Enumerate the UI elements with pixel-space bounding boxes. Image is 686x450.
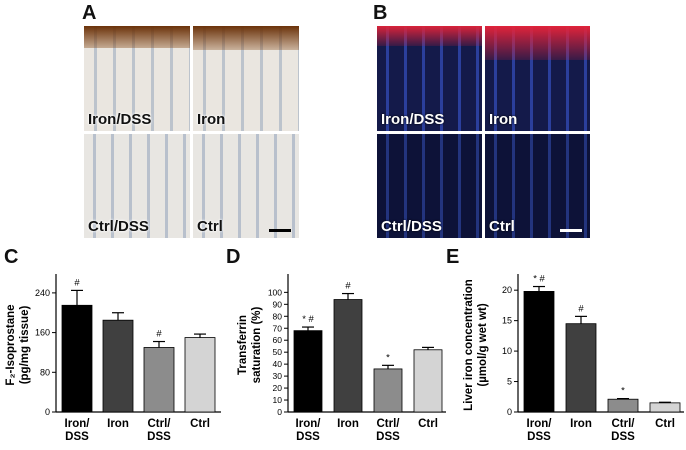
category-label: Ctrl [418, 418, 438, 430]
bar [184, 337, 216, 413]
y-tick-label: 90 [273, 299, 283, 309]
y-tick-label: 70 [273, 323, 283, 333]
significance-marker: * [386, 352, 390, 363]
panel-c-letter: C [4, 246, 19, 268]
y-tick-label: 160 [35, 328, 50, 338]
panel-a-letter: A [82, 2, 97, 24]
y-tick-label: 30 [273, 371, 283, 381]
significance-marker: # [74, 277, 80, 288]
category-label: Iron [107, 418, 129, 430]
bar [143, 347, 175, 413]
y-tick-label: 80 [40, 367, 50, 377]
significance-marker: * # [302, 314, 314, 325]
brown-stain-band [193, 26, 299, 50]
y-axis-label: (pg/mg tissue) [19, 306, 31, 385]
panel-e-letter: E [446, 246, 460, 268]
bar [565, 323, 597, 413]
y-tick-label: 0 [507, 407, 512, 417]
y-axis-label: Transferrin [237, 315, 249, 375]
bar [523, 290, 555, 413]
category-label: DSS [65, 431, 89, 443]
y-tick-label: 60 [273, 335, 283, 345]
significance-marker: # [156, 329, 162, 340]
bar [607, 398, 639, 413]
category-label: Iron/ [296, 418, 322, 430]
significance-marker: # [578, 303, 584, 314]
ihc-tile-ctrl-dss: Ctrl/DSS [84, 134, 190, 238]
bar [61, 304, 93, 413]
y-tick-label: 0 [45, 407, 50, 417]
y-tick-label: 40 [273, 359, 283, 369]
tile-label: Iron [197, 111, 226, 128]
chart-e: 0 5 10 15 20 Liver iron concentration (µmol/g … [463, 274, 684, 443]
y-tick-label: 10 [273, 395, 283, 405]
panel-d-letter: D [226, 246, 241, 268]
bar [102, 319, 134, 413]
bar [373, 368, 403, 413]
bar [649, 402, 681, 413]
category-label: Iron/ [527, 418, 553, 430]
ihc-tile-iron: Iron [193, 26, 299, 131]
chart-c: 0 80 160 240 F₂-Isoprostane (pg/mg tissue) # Ir… [5, 274, 221, 443]
tile-label: Ctrl/DSS [381, 218, 442, 235]
tile-label: Ctrl [197, 218, 223, 235]
y-tick-label: 5 [507, 377, 512, 387]
tile-label: Ctrl [489, 218, 515, 235]
significance-marker: * # [533, 274, 545, 285]
y-tick-label: 20 [502, 285, 512, 295]
y-axis-label: F₂-Isoprostane [5, 304, 17, 385]
y-tick-label: 15 [502, 316, 512, 326]
fluor-tile-iron-dss: Iron/DSS [377, 26, 482, 131]
scale-bar [560, 229, 582, 232]
bar [333, 299, 363, 413]
category-label: DSS [296, 431, 320, 443]
tile-label: Iron [489, 111, 518, 128]
bar [293, 330, 323, 413]
tile-label: Iron/DSS [381, 111, 445, 128]
category-label: DSS [376, 431, 400, 443]
category-label: DSS [147, 431, 171, 443]
y-axis-label: saturation (%) [251, 306, 263, 383]
ihc-tile-ctrl: Ctrl [193, 134, 299, 238]
significance-marker: # [345, 281, 351, 292]
category-label: Ctrl [190, 418, 210, 430]
y-tick-label: 240 [35, 288, 50, 298]
category-label: Ctrl/ [612, 418, 636, 430]
y-tick-label: 0 [277, 407, 282, 417]
y-tick-label: 50 [273, 347, 283, 357]
category-label: Iron/ [65, 418, 91, 430]
ihc-tile-iron-dss: Iron/DSS [84, 26, 190, 131]
bar [413, 349, 443, 413]
red-stain-band [485, 26, 590, 60]
y-axis-label: Liver iron concentration [463, 279, 475, 411]
fluor-tile-ctrl: Ctrl [485, 134, 590, 238]
category-label: Iron [337, 418, 359, 430]
scale-bar [269, 229, 291, 232]
y-axis-label: (µmol/g wet wt) [477, 303, 489, 386]
panel-b-letter: B [373, 2, 388, 24]
category-label: DSS [611, 431, 635, 443]
red-stain-band [377, 26, 482, 46]
brown-stain-band [84, 26, 190, 48]
y-tick-label: 10 [502, 346, 512, 356]
significance-marker: * [621, 386, 625, 397]
y-tick-label: 80 [273, 311, 283, 321]
y-tick-label: 20 [273, 383, 283, 393]
category-label: Ctrl [655, 418, 675, 430]
y-tick-label: 100 [268, 287, 282, 297]
category-label: Ctrl/ [377, 418, 401, 430]
fluor-tile-iron: Iron [485, 26, 590, 131]
category-label: DSS [527, 431, 551, 443]
category-label: Ctrl/ [148, 418, 172, 430]
category-label: Iron [570, 418, 592, 430]
chart-d: 0 10 20 30 40 50 60 70 80 90 100 Transferrin saturat… [237, 274, 446, 443]
tile-label: Iron/DSS [88, 111, 152, 128]
tile-label: Ctrl/DSS [88, 218, 149, 235]
fluor-tile-ctrl-dss: Ctrl/DSS [377, 134, 482, 238]
